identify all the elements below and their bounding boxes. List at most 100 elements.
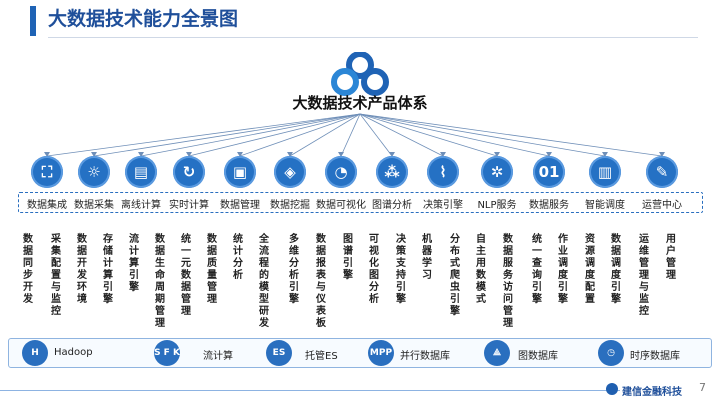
page-title: 大数据技术能力全景图 (48, 8, 239, 30)
footer-divider (0, 390, 620, 391)
lock-icon: ▣ (224, 156, 256, 188)
connector-line (359, 113, 550, 157)
capability-label: 数据可视化 (316, 200, 366, 211)
capability-icon-row: ⛶ ☼ ▤ ↻ ▣ ◈ ◔ ⁂ ⌇ ✲ 01 ▥ ✎ (0, 156, 720, 190)
lightbulb-icon: ☼ (78, 156, 110, 188)
product-item: 数据服务访问管理 (503, 234, 513, 329)
connector-lines (44, 113, 665, 157)
capability-label: 数据采集 (74, 200, 114, 211)
refresh-icon: ↻ (173, 156, 205, 188)
capability-label: 数据管理 (220, 200, 260, 211)
product-item: 统一查询引擎 (532, 234, 542, 305)
system-title: 大数据技术产品体系 (292, 94, 428, 112)
document-icon: ▥ (589, 156, 621, 188)
product-item: 机器学习 (422, 234, 432, 281)
network-icon: ⛶ (31, 156, 63, 188)
brand-logo-icon (606, 383, 618, 395)
connector-arrow (338, 152, 344, 157)
product-item: 数据开发环境 (77, 234, 87, 305)
graph-db-icon: ⟁ (484, 340, 510, 366)
brand-name: 建信金融科技 (622, 387, 682, 398)
capability-label: 数据集成 (27, 200, 67, 211)
connector-arrow (44, 152, 50, 157)
product-item: 分布式爬虫引擎 (450, 234, 460, 317)
connector-line (359, 113, 444, 157)
connector-line (340, 113, 361, 157)
technology-label: Hadoop (54, 347, 93, 358)
connector-line (239, 113, 361, 157)
technology-label: 并行数据库 (400, 351, 450, 362)
mpp-icon: MPP (368, 340, 394, 366)
clock-icon: ◷ (598, 340, 624, 366)
connector-line (188, 113, 361, 157)
capability-label: 实时计算 (169, 200, 209, 211)
product-item: 存储计算引擎 (103, 234, 113, 305)
connector-arrow (287, 152, 293, 157)
product-item: 流计算引擎 (129, 234, 139, 293)
technology-label: 流计算 (203, 351, 233, 362)
product-item: 数据生命周期管理 (155, 234, 165, 329)
connector-arrow (138, 152, 144, 157)
title-divider (48, 37, 698, 38)
product-item: 用户管理 (666, 234, 676, 281)
product-item: 图谱引擎 (343, 234, 353, 281)
connector-line (359, 113, 393, 157)
connector-arrow (494, 152, 500, 157)
connector-line (289, 113, 361, 157)
connector-arrow (186, 152, 192, 157)
connector-line (359, 113, 606, 157)
product-item: 采集配置与监控 (51, 234, 61, 317)
cube-icon: ◈ (274, 156, 306, 188)
product-item: 数据报表与仪表板 (316, 234, 326, 329)
connector-arrow (659, 152, 665, 157)
page-number: 7 (699, 381, 706, 394)
product-item: 统计分析 (233, 234, 243, 281)
pie-chart-icon: ◔ (325, 156, 357, 188)
connector-arrow (237, 152, 243, 157)
connector-line (140, 113, 361, 157)
bug-icon: ✲ (481, 156, 513, 188)
connector-arrow (91, 152, 97, 157)
capability-label: 数据挖掘 (270, 200, 310, 211)
capability-bar (18, 192, 703, 213)
product-item: 全流程的模型研发 (259, 234, 269, 329)
capability-label: 离线计算 (121, 200, 161, 211)
product-item: 作业调度引擎 (558, 234, 568, 305)
product-item: 数据质量管理 (207, 234, 217, 305)
capability-label: 决策引擎 (423, 200, 463, 211)
pen-icon: ✎ (646, 156, 678, 188)
capability-label: NLP服务 (477, 200, 517, 211)
connector-line (93, 113, 361, 157)
capability-label: 运营中心 (642, 200, 682, 211)
title-accent-bar (30, 6, 36, 36)
product-item: 决策支持引擎 (396, 234, 406, 305)
connector-line (46, 113, 361, 157)
technology-label: 图数据库 (518, 351, 558, 362)
connector-arrow (440, 152, 446, 157)
connector-arrow (602, 152, 608, 157)
files-icon: ▤ (125, 156, 157, 188)
graph-icon: ⁂ (376, 156, 408, 188)
technology-label: 时序数据库 (630, 351, 680, 362)
technology-bar (8, 338, 712, 368)
product-item: 资源调度配置 (585, 234, 595, 305)
capability-label: 数据服务 (529, 200, 569, 211)
product-item: 可视化图分析 (369, 234, 379, 305)
connector-line (359, 113, 498, 157)
connector-line (359, 113, 663, 157)
hadoop-elephant-icon: H (22, 340, 48, 366)
capability-label: 图谱分析 (372, 200, 412, 211)
product-item: 数据同步开发 (23, 234, 33, 305)
technology-label: 托管ES (305, 351, 338, 362)
product-item: 自主用数模式 (476, 234, 486, 305)
connector-arrow (389, 152, 395, 157)
product-item: 运维管理与监控 (639, 234, 649, 317)
line-chart-icon: ⌇ (427, 156, 459, 188)
capability-label: 智能调度 (585, 200, 625, 211)
stream-icon: S F K (154, 340, 180, 366)
product-item: 多维分析引擎 (289, 234, 299, 305)
es-icon: ES (266, 340, 292, 366)
cloud-logo-icon (331, 52, 389, 96)
connector-arrow (546, 152, 552, 157)
product-item: 数据调度引擎 (611, 234, 621, 305)
